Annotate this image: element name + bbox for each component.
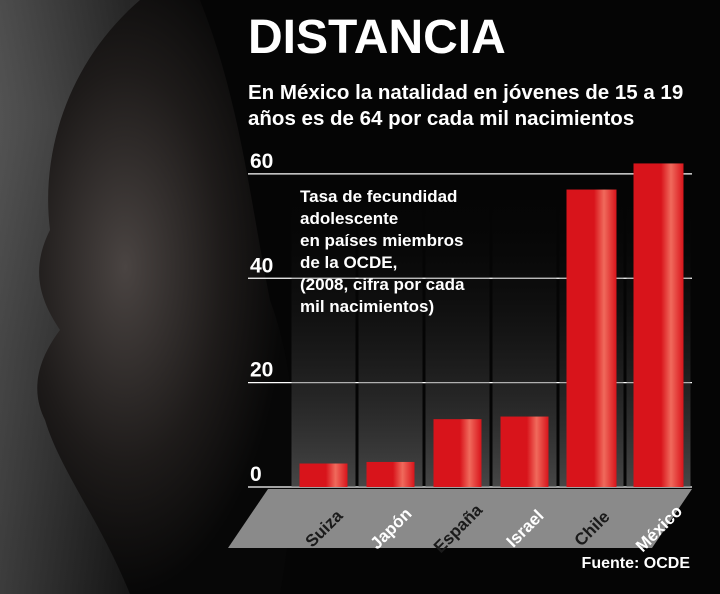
title: DISTANCIA [248,11,506,64]
bar-backdrop-0 [291,178,356,487]
source-credit: Fuente: OCDE [581,555,690,572]
category-band [228,489,692,548]
bar-españa [433,419,482,487]
bar-chile [566,189,617,487]
y-tick-label-0: 0 [250,463,262,486]
bar-backdrop-1 [358,178,423,487]
bar-israel [500,416,549,487]
bar-japón [366,461,415,487]
bar-méxico [633,163,684,487]
chart-note: Tasa de fecundidad adolescente en países… [300,187,465,316]
y-tick-label-20: 20 [250,359,273,382]
subtitle: En México la natalidad en jóvenes de 15 … [248,81,684,130]
bar-suiza [299,463,348,487]
y-tick-label-40: 40 [250,254,273,277]
y-tick-label-60: 60 [250,150,273,173]
